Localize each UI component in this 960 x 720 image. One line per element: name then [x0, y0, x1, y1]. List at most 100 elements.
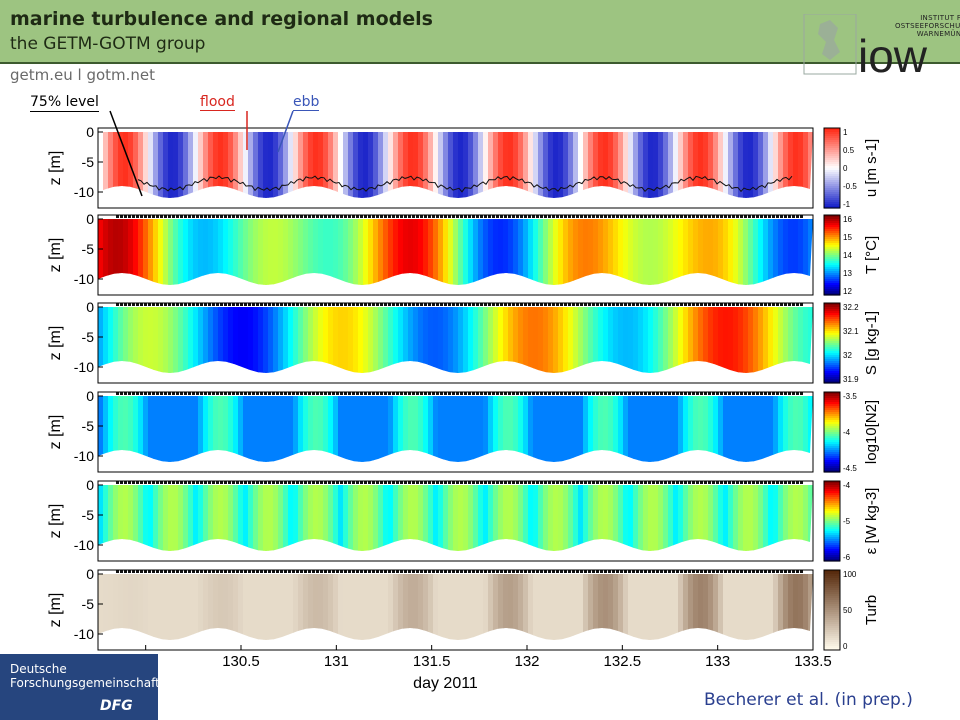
sample-mark [168, 392, 171, 395]
sample-mark [624, 392, 627, 395]
panel-5-cell [383, 485, 389, 551]
panel-6-frame [97, 569, 814, 651]
sample-mark [792, 303, 795, 306]
panel-6-cell [508, 574, 514, 640]
panel-1-cell [363, 132, 369, 198]
sample-mark [116, 215, 119, 218]
colorbar-cell [824, 618, 840, 621]
panel-6-cell [278, 574, 284, 640]
y-tick-label: 0 [86, 566, 94, 582]
colorbar-cell [824, 162, 840, 165]
panel-6-cell [748, 574, 754, 640]
website-links[interactable]: getm.eu l gotm.net [10, 66, 156, 84]
y-axis-label: z [m] [47, 415, 64, 450]
sample-mark [464, 570, 467, 573]
sample-mark [184, 392, 187, 395]
sample-mark [332, 481, 335, 484]
sample-mark [764, 570, 767, 573]
panel-5-cell [148, 485, 154, 551]
panel-5-cell [728, 485, 734, 551]
sample-mark [380, 481, 383, 484]
sample-mark [464, 215, 467, 218]
panel-6-cell [428, 574, 434, 640]
sample-mark [380, 392, 383, 395]
panel-4-cell [648, 396, 654, 462]
sample-mark [628, 570, 631, 573]
sample-mark [388, 303, 391, 306]
colorbar-cell [824, 150, 840, 153]
panel-3-cell [368, 307, 374, 373]
sample-mark [780, 570, 783, 573]
panel-1-cell [163, 132, 169, 198]
sample-mark [504, 215, 507, 218]
sample-mark [468, 215, 471, 218]
panel-6-cell [383, 574, 389, 640]
panel-6-cell [583, 574, 589, 640]
panel-1-cell [443, 132, 449, 198]
sample-mark [556, 570, 559, 573]
sample-mark [712, 392, 715, 395]
sample-mark [336, 392, 339, 395]
y-tick-label: 0 [86, 211, 94, 227]
sample-mark [228, 570, 231, 573]
panel-5-cell [388, 485, 394, 551]
panel-4-cell [268, 396, 274, 462]
sample-mark [784, 215, 787, 218]
sample-mark [636, 481, 639, 484]
panel-3-cell [113, 307, 119, 373]
sample-mark [208, 215, 211, 218]
sample-mark [800, 570, 803, 573]
sample-mark [316, 570, 319, 573]
sample-mark [620, 392, 623, 395]
panel-3-frame [97, 302, 814, 384]
panel-3-cell [408, 307, 414, 373]
panel-2-cell [483, 219, 489, 285]
panel-6-cell [243, 574, 249, 640]
sample-mark [688, 215, 691, 218]
panel-6-field [98, 574, 813, 640]
sample-mark [712, 215, 715, 218]
sample-mark [768, 303, 771, 306]
panel-5-cell [218, 485, 224, 551]
x-tick-label: 130.5 [222, 653, 260, 670]
sample-mark [628, 481, 631, 484]
panel-5-cell [713, 485, 719, 551]
sample-mark [496, 303, 499, 306]
institute-line-1: INSTITUT FÜR [920, 14, 960, 22]
sample-mark [192, 481, 195, 484]
panel-5-field [98, 485, 813, 551]
panel-2-cell [353, 219, 359, 285]
panel-6-cell [473, 574, 479, 640]
panel-1-cell [113, 132, 119, 198]
sample-mark [560, 303, 563, 306]
y-tick-label: 0 [86, 388, 94, 404]
panel-3-cell [153, 307, 159, 373]
panel-6-cell [233, 574, 239, 640]
panel-6-cell [148, 574, 154, 640]
sample-mark [280, 481, 283, 484]
sample-mark [540, 481, 543, 484]
sample-mark [568, 392, 571, 395]
panel-1-cell [463, 132, 469, 198]
panel-2-cell [363, 219, 369, 285]
panel-4-cell [478, 396, 484, 462]
panel-5-cell [203, 485, 209, 551]
sample-mark [396, 392, 399, 395]
sample-mark [556, 303, 559, 306]
sample-mark [596, 392, 599, 395]
sample-mark [628, 303, 631, 306]
sample-mark [204, 215, 207, 218]
colorbar-cell [824, 198, 840, 201]
panel-5-cell [328, 485, 334, 551]
sample-mark [600, 215, 603, 218]
panel-2-cell [383, 219, 389, 285]
colorbar-tick-label: -4.5 [843, 464, 857, 473]
panel-2-cell [378, 219, 384, 285]
panel-3-cell [108, 307, 114, 373]
sample-mark [264, 215, 267, 218]
panel-6-cell [803, 574, 809, 640]
panel-2-cell [793, 219, 799, 285]
sample-mark [232, 215, 235, 218]
colorbar-cell [824, 420, 840, 423]
